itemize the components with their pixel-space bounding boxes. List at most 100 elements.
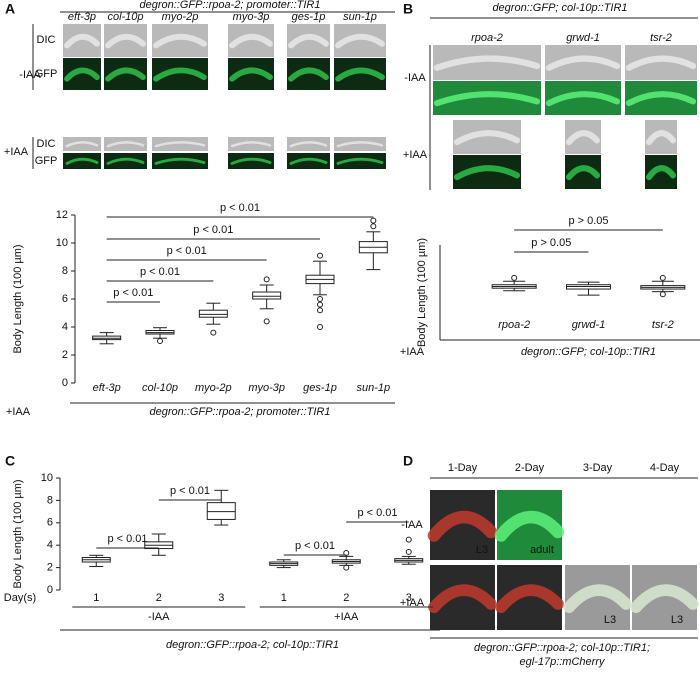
box bbox=[252, 291, 282, 300]
y-tick-label: 10 bbox=[56, 237, 68, 249]
worm bbox=[154, 141, 206, 148]
outlier bbox=[317, 252, 323, 259]
y-tick-label: 10 bbox=[41, 472, 53, 484]
panel-title: degron::GFP; col-10p::TIR1 bbox=[492, 2, 627, 14]
y-tick-label: 8 bbox=[47, 494, 53, 506]
micrograph bbox=[63, 153, 101, 169]
annotation: p < 0.01 bbox=[295, 540, 335, 552]
annotation: p < 0.01 bbox=[113, 287, 153, 299]
outlier bbox=[317, 324, 323, 330]
outlier bbox=[210, 329, 217, 336]
x-tick-label: 1 bbox=[93, 592, 99, 604]
worm bbox=[336, 141, 384, 148]
outlier bbox=[157, 338, 163, 344]
row-label: -IAA bbox=[401, 519, 423, 531]
panel-label: D bbox=[403, 453, 413, 469]
column-header: 4-Day bbox=[650, 462, 680, 474]
worm bbox=[65, 141, 99, 148]
y-tick-label: 8 bbox=[62, 265, 68, 277]
micrograph bbox=[228, 137, 274, 151]
outlier bbox=[405, 548, 412, 555]
column-header: eft-3p bbox=[68, 11, 96, 23]
outlier bbox=[317, 301, 323, 308]
worm bbox=[645, 130, 677, 146]
worm bbox=[335, 67, 385, 82]
column-header: rpoa-2 bbox=[471, 32, 503, 44]
worm bbox=[105, 67, 146, 82]
worm bbox=[494, 510, 565, 542]
column-header: myo-3p bbox=[233, 11, 270, 23]
x-tick-label: rpoa-2 bbox=[498, 319, 530, 331]
column-header: grwd-1 bbox=[566, 32, 600, 44]
outlier bbox=[511, 274, 518, 281]
worm bbox=[288, 33, 329, 49]
group-label: +IAA bbox=[334, 611, 359, 623]
worm bbox=[545, 91, 621, 107]
worm bbox=[64, 67, 100, 82]
column-header: ges-1p bbox=[292, 11, 326, 23]
x-tick-label: ges-1p bbox=[303, 382, 337, 394]
worm bbox=[106, 141, 145, 148]
worm bbox=[495, 584, 564, 614]
x-tick-label: 1 bbox=[281, 592, 287, 604]
micrograph bbox=[334, 137, 386, 151]
y-tick-label: 2 bbox=[47, 562, 53, 574]
row-label: +IAA bbox=[400, 597, 425, 609]
column-header: 1-Day bbox=[448, 462, 478, 474]
x-tick-label: 3 bbox=[406, 592, 412, 604]
outlier bbox=[659, 291, 666, 298]
x-tick-label: grwd-1 bbox=[572, 319, 606, 331]
column-header: 3-Day bbox=[583, 462, 613, 474]
panel-label: B bbox=[403, 1, 413, 17]
x-axis-label: degron::GFP::rpoa-2; promoter::TIR1 bbox=[150, 406, 331, 418]
stage-label: L3 bbox=[476, 544, 488, 556]
column-header: sun-1p bbox=[343, 11, 377, 23]
y-tick-label: 0 bbox=[62, 377, 68, 389]
annotation: p < 0.01 bbox=[193, 224, 233, 236]
y-axis-label: Body Length (100 µm) bbox=[12, 244, 24, 353]
channel-label: GFP bbox=[35, 155, 58, 167]
worm bbox=[453, 130, 521, 146]
annotation: p < 0.01 bbox=[170, 485, 210, 497]
worm bbox=[288, 67, 329, 82]
channel-label: DIC bbox=[37, 34, 56, 46]
worm bbox=[229, 33, 273, 49]
worm bbox=[630, 584, 699, 614]
x-tick-label: myo-3p bbox=[248, 382, 285, 394]
panel-label: C bbox=[5, 453, 15, 469]
x-axis-name: Day(s) bbox=[4, 592, 36, 604]
treatment-label: +IAA bbox=[6, 406, 31, 418]
worm bbox=[428, 584, 497, 614]
row-label: +IAA bbox=[403, 149, 428, 161]
worm bbox=[427, 510, 498, 542]
x-tick-label: myo-2p bbox=[195, 382, 232, 394]
worm bbox=[65, 157, 99, 165]
x-axis-label: degron::GFP; col-10p::TIR1 bbox=[521, 346, 656, 358]
column-header: col-10p bbox=[107, 11, 143, 23]
outlier bbox=[263, 276, 270, 283]
x-axis-label: degron::GFP::rpoa-2; col-10p::TIR1 bbox=[166, 639, 339, 651]
worm bbox=[64, 33, 100, 49]
outlier bbox=[370, 223, 377, 230]
worm bbox=[335, 33, 385, 49]
outlier bbox=[659, 274, 666, 281]
y-tick-label: 4 bbox=[62, 321, 68, 333]
y-tick-label: 12 bbox=[56, 209, 68, 221]
stage-label: adult bbox=[530, 544, 554, 556]
worm bbox=[289, 157, 328, 165]
column-header: 2-Day bbox=[515, 462, 545, 474]
outlier bbox=[317, 307, 323, 314]
worm bbox=[106, 157, 145, 165]
y-tick-label: 6 bbox=[47, 517, 53, 529]
annotation: p > 0.05 bbox=[568, 215, 608, 227]
channel-label: DIC bbox=[37, 138, 56, 150]
channel-label: GFP bbox=[35, 68, 58, 80]
y-tick-label: 4 bbox=[47, 539, 53, 551]
x-tick-label: col-10p bbox=[142, 382, 178, 394]
micrograph bbox=[228, 153, 274, 169]
treatment-label: +IAA bbox=[400, 346, 425, 358]
worm bbox=[336, 157, 384, 165]
micrograph bbox=[104, 153, 147, 169]
outlier bbox=[343, 564, 350, 571]
group-label: -IAA bbox=[148, 611, 170, 623]
